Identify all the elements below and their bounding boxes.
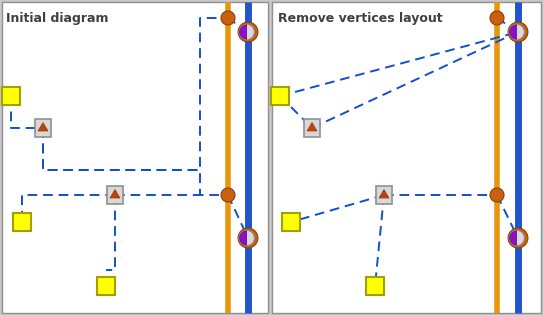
Polygon shape: [510, 25, 516, 39]
Bar: [97, 277, 115, 295]
Polygon shape: [38, 123, 48, 131]
Polygon shape: [307, 123, 317, 131]
Circle shape: [239, 24, 254, 40]
Circle shape: [239, 230, 254, 246]
Bar: [2, 87, 20, 105]
Polygon shape: [239, 231, 247, 245]
Bar: [366, 277, 384, 295]
Bar: [376, 186, 392, 204]
Bar: [13, 213, 31, 231]
Circle shape: [509, 24, 525, 40]
Bar: [271, 87, 289, 105]
Bar: [304, 119, 320, 137]
Circle shape: [238, 22, 258, 42]
Text: Remove vertices layout: Remove vertices layout: [278, 12, 443, 25]
Bar: [2, 2, 268, 313]
Circle shape: [509, 230, 525, 246]
Circle shape: [490, 11, 504, 25]
Polygon shape: [379, 190, 389, 198]
Polygon shape: [239, 25, 247, 39]
Circle shape: [221, 11, 235, 25]
Bar: [35, 119, 51, 137]
Polygon shape: [110, 190, 120, 198]
Circle shape: [508, 22, 528, 42]
Polygon shape: [510, 231, 516, 245]
Bar: [272, 2, 541, 313]
Bar: [282, 213, 300, 231]
Circle shape: [221, 188, 235, 202]
Bar: [107, 186, 123, 204]
Circle shape: [490, 188, 504, 202]
Circle shape: [508, 228, 528, 248]
Text: Initial diagram: Initial diagram: [6, 12, 109, 25]
Circle shape: [238, 228, 258, 248]
